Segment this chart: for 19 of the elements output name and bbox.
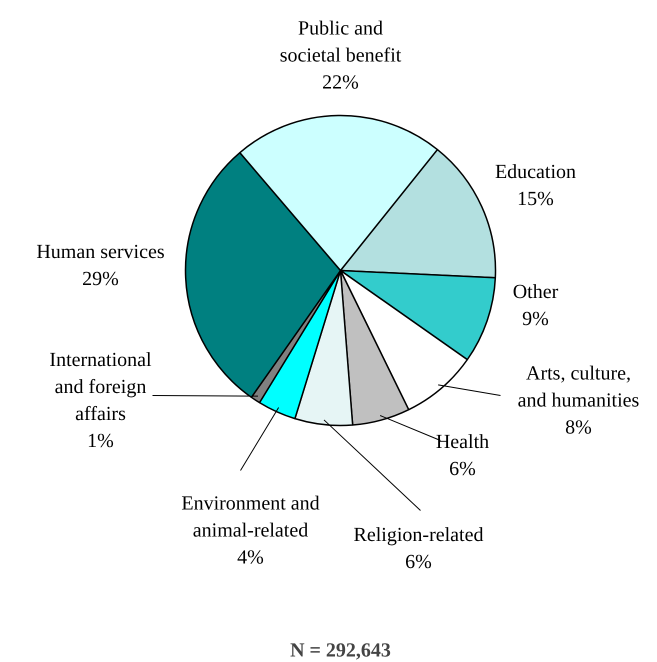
- slice-label: International and foreign affairs: [49, 349, 152, 425]
- slice-label: Public and societal benefit: [280, 18, 402, 66]
- data-label: 29%: [82, 268, 119, 290]
- slice-label: Human services: [36, 241, 165, 263]
- data-label: 6%: [449, 458, 476, 480]
- text: N = 292,643: [290, 640, 391, 662]
- data-label: 8%: [565, 416, 592, 438]
- data-label: 6%: [405, 551, 432, 573]
- data-label: 15%: [517, 188, 554, 210]
- slice-label: Education: [494, 161, 576, 183]
- data-label: 9%: [522, 308, 549, 330]
- slice-label: Religion-related: [354, 524, 484, 546]
- data-label: 1%: [87, 430, 114, 452]
- data-label: 4%: [237, 546, 264, 568]
- slice-label: Other: [512, 281, 559, 303]
- slice-label: Environment and animal-related: [181, 492, 320, 542]
- data-label: 22%: [322, 72, 359, 94]
- slice-label: Health: [436, 431, 490, 453]
- slice-label: Arts, culture, and humanities: [518, 362, 640, 412]
